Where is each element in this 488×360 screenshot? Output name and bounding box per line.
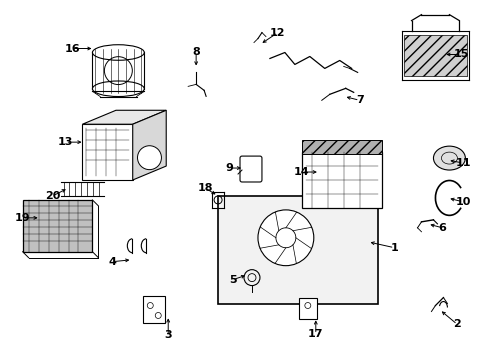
Text: 14: 14 — [293, 167, 309, 177]
Bar — [301, 140, 381, 154]
Text: 1: 1 — [390, 243, 398, 253]
Circle shape — [275, 228, 295, 248]
Bar — [22, 200, 92, 252]
Text: 10: 10 — [455, 197, 470, 207]
Text: 5: 5 — [229, 275, 236, 285]
Text: 8: 8 — [192, 48, 200, 58]
Bar — [301, 152, 381, 208]
Polygon shape — [82, 110, 166, 124]
Text: 17: 17 — [307, 329, 323, 339]
Text: 16: 16 — [64, 44, 80, 54]
Polygon shape — [132, 110, 166, 180]
Circle shape — [137, 146, 161, 170]
Text: 7: 7 — [355, 95, 363, 105]
Ellipse shape — [432, 146, 465, 170]
Text: 3: 3 — [164, 330, 172, 341]
Text: 11: 11 — [455, 158, 470, 168]
Text: 12: 12 — [269, 28, 285, 37]
Text: 4: 4 — [108, 257, 116, 267]
Text: 15: 15 — [453, 49, 468, 59]
Text: 2: 2 — [452, 319, 460, 329]
Circle shape — [155, 312, 161, 319]
Bar — [298, 298, 316, 319]
Circle shape — [258, 210, 313, 266]
FancyBboxPatch shape — [240, 156, 262, 182]
Text: 13: 13 — [58, 137, 73, 147]
Ellipse shape — [92, 81, 144, 96]
Text: 9: 9 — [224, 163, 232, 173]
Bar — [403, 35, 467, 76]
Bar — [82, 124, 132, 180]
Text: 18: 18 — [197, 183, 212, 193]
Text: 6: 6 — [438, 223, 446, 233]
Text: 19: 19 — [15, 213, 30, 223]
Circle shape — [147, 302, 153, 309]
Bar — [143, 296, 165, 323]
Text: 20: 20 — [45, 191, 60, 201]
Bar — [218, 196, 377, 303]
